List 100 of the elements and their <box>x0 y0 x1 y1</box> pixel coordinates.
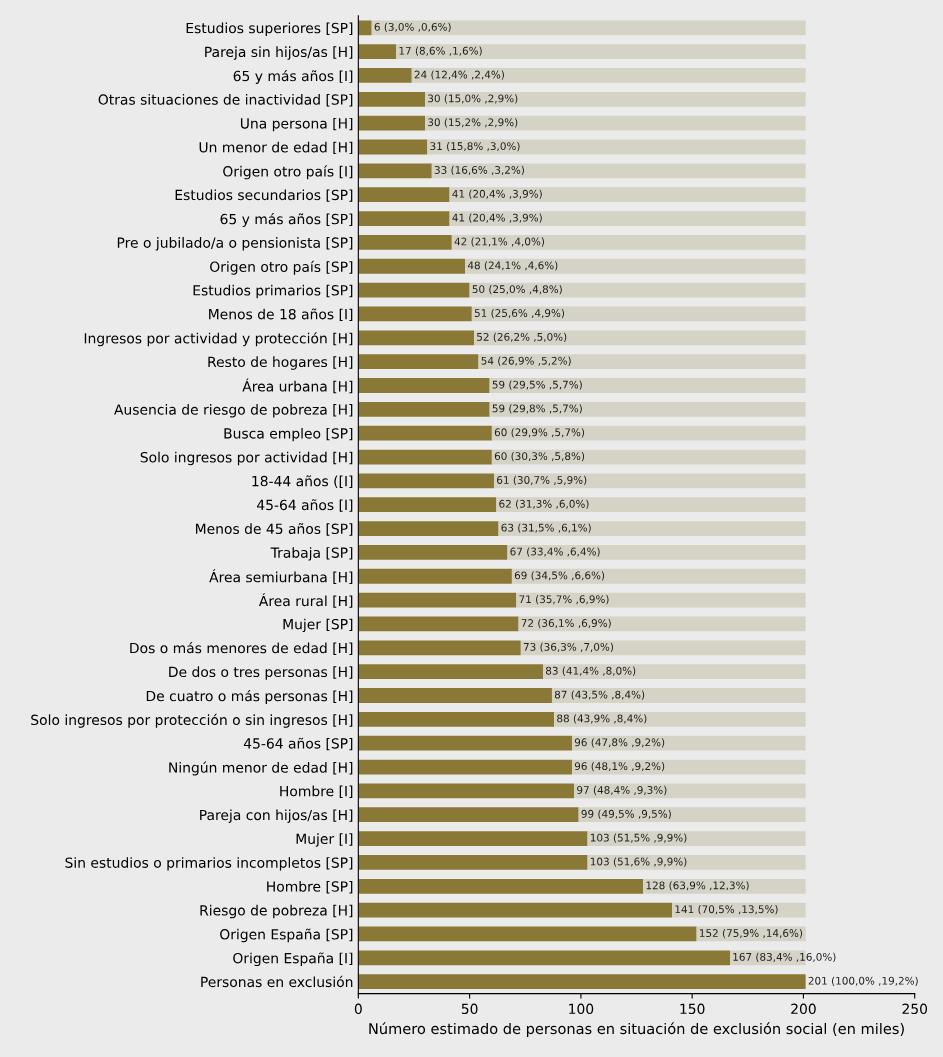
bar <box>358 640 521 656</box>
bar <box>358 759 572 775</box>
x-tick-label: 100 <box>569 1003 594 1015</box>
y-tick-label: Estudios secundarios [SP] <box>175 189 353 202</box>
bar <box>425 91 806 107</box>
bar <box>358 521 499 536</box>
data-label: 41 (20,4% ,3,9%) <box>452 189 542 199</box>
data-label: 69 (34,5% ,6,6%) <box>514 571 605 581</box>
y-tick-label: Ingresos por actividad y protección [H] <box>84 332 353 347</box>
x-tick-label: 250 <box>902 1003 928 1015</box>
bar <box>358 282 470 298</box>
data-label: 42 (21,1% ,4,0%) <box>454 237 545 247</box>
y-tick-label: Mujer [SP] <box>283 618 353 633</box>
data-label: 60 (30,3% ,5,8%) <box>494 451 585 462</box>
y-tick-label: Ausencia de riesgo de pobreza [H] <box>114 404 353 418</box>
bar <box>427 139 806 155</box>
y-tick-label: Origen España [SP] <box>220 928 353 943</box>
data-label: 83 (41,4% ,8,0%) <box>545 666 636 676</box>
data-label: 6 (3,0% ,0,6%) <box>374 22 451 33</box>
bar <box>358 139 428 155</box>
y-tick-label: Personas en exclusión <box>201 975 353 988</box>
y-tick-label: Área semiurbana [H] <box>209 569 353 584</box>
y-tick-label: Estudios primarios [SP] <box>193 284 353 299</box>
y-tick-label: Una persona [H] <box>240 117 353 132</box>
y-tick-label: Dos o más menores de edad [H] <box>130 641 353 655</box>
bar <box>358 497 497 513</box>
bar <box>358 545 508 560</box>
bar <box>518 616 806 632</box>
bar <box>358 711 555 727</box>
y-tick-label: 45-64 años [I] <box>256 499 353 512</box>
data-label: 201 (100,0% ,19,2%) <box>808 976 918 986</box>
bar <box>358 354 479 370</box>
y-tick-label: Resto de hogares [H] <box>208 356 353 370</box>
bar <box>489 378 806 393</box>
bar <box>358 878 644 894</box>
bar <box>358 568 512 584</box>
bar <box>358 401 490 417</box>
y-tick-label: Pareja con hijos/as [H] <box>200 809 353 823</box>
y-tick-label: Origen otro país [SP] <box>210 260 353 275</box>
bar <box>587 855 806 870</box>
data-label: 48 (24,1% ,4,6%) <box>467 261 558 271</box>
y-tick-label: Trabaja [SP] <box>270 547 353 561</box>
bar <box>672 902 806 918</box>
y-tick-label: Hombre [I] <box>280 785 353 798</box>
bar <box>358 378 490 393</box>
y-tick-label: Solo ingresos por actividad [H] <box>140 451 353 466</box>
bar <box>411 68 806 83</box>
bar <box>358 330 475 346</box>
data-label: 24 (12,4% ,2,4%) <box>414 70 504 80</box>
bar <box>431 163 806 179</box>
bar <box>451 235 806 250</box>
data-label: 60 (29,9% ,5,7%) <box>494 428 585 438</box>
bar <box>358 449 492 465</box>
x-tick-label: 50 <box>461 1003 478 1015</box>
data-label: 33 (16,6% ,3,2%) <box>434 165 524 176</box>
y-tick-label: Origen España [I] <box>233 952 353 967</box>
y-tick-label: Ningún menor de edad [H] <box>169 761 353 776</box>
bar <box>358 950 730 966</box>
bar <box>491 425 806 441</box>
bar <box>587 831 806 846</box>
bar <box>358 306 472 322</box>
data-label: 17 (8,6% ,1,6%) <box>399 46 482 56</box>
y-tick-label: De cuatro o más personas [H] <box>146 689 353 704</box>
bar <box>358 163 432 179</box>
bar <box>358 783 575 799</box>
data-label: 54 (26,9% ,5,2%) <box>481 356 571 366</box>
bar <box>543 664 806 680</box>
bar <box>371 20 806 36</box>
y-tick-label: Estudios superiores [SP] <box>186 22 353 36</box>
data-label: 61 (30,7% ,5,9%) <box>497 475 587 486</box>
bar <box>358 235 452 250</box>
data-label: 167 (83,4% ,16,0%) <box>733 952 836 963</box>
data-label: 128 (63,9% ,12,3%) <box>646 881 749 891</box>
data-label: 52 (26,2% ,5,0%) <box>477 332 567 343</box>
data-label: 63 (31,5% ,6,1%) <box>501 523 591 533</box>
bar <box>358 68 412 83</box>
data-label: 103 (51,5% ,9,9%) <box>590 833 687 843</box>
y-tick-label: Menos de 45 años [SP] <box>196 523 353 536</box>
bar <box>358 211 450 226</box>
bar <box>478 354 806 370</box>
bar <box>571 735 806 751</box>
x-tick-label: 0 <box>354 1003 362 1015</box>
y-tick-label: Un menor de edad [H] <box>199 141 353 155</box>
bar <box>358 258 466 274</box>
y-tick-label: Sin estudios o primarios incompletos [SP] <box>65 857 353 871</box>
bar <box>358 115 426 131</box>
bar <box>358 926 697 942</box>
bar <box>358 688 552 703</box>
bar <box>494 473 806 489</box>
data-label: 59 (29,8% ,5,7%) <box>492 404 582 414</box>
data-label: 141 (70,5% ,13,5%) <box>675 905 778 915</box>
y-tick-label: 18-44 años ([I] <box>252 475 353 488</box>
bar <box>358 20 372 36</box>
bar <box>465 258 806 274</box>
y-tick-label: Hombre [SP] <box>267 880 353 894</box>
data-label: 71 (35,7% ,6,9%) <box>519 595 609 605</box>
bar <box>358 592 517 608</box>
bar <box>358 425 492 441</box>
y-tick-label: De dos o tres personas [H] <box>169 666 353 680</box>
y-tick-label: Área urbana [H] <box>242 378 353 394</box>
